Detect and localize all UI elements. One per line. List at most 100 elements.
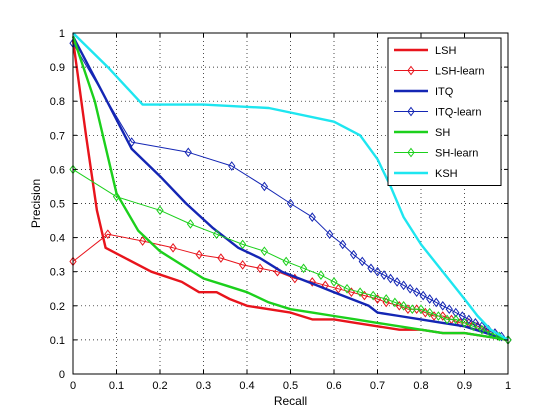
series-lines <box>69 32 512 345</box>
y-axis-label: Precision <box>29 179 43 228</box>
data-point-marker <box>356 287 364 297</box>
data-point-marker <box>408 304 416 315</box>
data-point-marker <box>426 307 434 318</box>
data-point-marker <box>469 321 477 332</box>
data-point-marker <box>299 263 308 274</box>
data-point-marker <box>138 236 147 246</box>
legend-label: SH <box>435 127 450 139</box>
data-point-marker <box>104 229 112 240</box>
x-tick-label: 0.3 <box>196 380 211 392</box>
data-point-marker <box>217 253 225 263</box>
x-tick-label: 0.9 <box>457 380 472 392</box>
legend-item: ITQ <box>394 86 454 98</box>
legend: LSH LSH-learn ITQ ITQ-learn SH SH-learn KSH <box>387 37 502 186</box>
x-tick-label: 1 <box>505 380 511 392</box>
data-point-marker <box>260 246 269 257</box>
series-line <box>71 36 509 342</box>
x-tick-label: 0.1 <box>109 380 124 392</box>
data-point-marker <box>391 297 399 308</box>
x-tick-label: 0.8 <box>413 380 428 392</box>
y-tick-label: 0.3 <box>50 267 65 279</box>
x-tick-label: 0.5 <box>283 380 298 392</box>
data-point-marker <box>308 277 316 287</box>
x-axis-label: Recall <box>274 394 307 408</box>
data-point-marker <box>169 242 177 253</box>
data-point-marker <box>426 294 434 304</box>
axis-ticks: 0 0.1 0.2 0.3 0.4 0.5 0.6 0.7 0.8 0.9 1 0 0.1 0.2 0.3 0… <box>50 28 511 392</box>
data-point-marker <box>212 229 221 240</box>
data-point-marker <box>393 277 401 287</box>
legend-item: SH <box>394 127 450 139</box>
y-tick-label: 0.7 <box>50 130 65 142</box>
data-point-marker <box>458 311 466 321</box>
data-point-marker <box>399 280 408 291</box>
legend-label: ITQ <box>435 86 454 98</box>
data-point-marker <box>380 270 388 280</box>
data-point-marker <box>128 137 136 147</box>
x-tick-label: 0.2 <box>152 380 167 392</box>
x-tick-label: 0.4 <box>239 380 254 392</box>
legend-label: LSH <box>435 45 456 57</box>
data-point-marker <box>358 256 366 267</box>
data-point-marker <box>260 181 269 192</box>
data-point-marker <box>478 324 486 335</box>
legend-label: KSH <box>435 168 458 180</box>
data-point-marker <box>184 147 192 158</box>
legend-item: ITQ-learn <box>394 107 481 119</box>
legend-marker <box>407 147 415 158</box>
series-itq <box>71 35 509 342</box>
data-point-marker <box>417 304 425 315</box>
data-point-marker <box>439 300 447 311</box>
y-tick-label: 0.5 <box>50 199 65 211</box>
x-tick-label: 0 <box>70 380 76 392</box>
series-line <box>72 168 509 341</box>
data-point-marker <box>465 314 473 325</box>
legend-item: LSH <box>394 45 456 57</box>
x-tick-label: 0.7 <box>370 380 385 392</box>
series-sh <box>71 36 509 342</box>
data-point-marker <box>413 287 421 297</box>
y-tick-label: 0.9 <box>50 62 65 74</box>
legend-item: LSH-learn <box>394 66 485 78</box>
data-point-marker <box>308 212 316 222</box>
data-point-marker <box>382 294 390 304</box>
y-tick-label: 0.2 <box>50 301 65 313</box>
legend-marker <box>407 106 415 117</box>
data-point-marker <box>349 249 358 260</box>
data-point-marker <box>478 321 486 332</box>
data-point-marker <box>445 304 453 315</box>
data-point-marker <box>460 318 469 328</box>
data-point-marker <box>256 263 264 274</box>
legend-label: LSH-learn <box>435 66 485 78</box>
x-tick-label: 0.6 <box>326 380 341 392</box>
data-point-marker <box>452 314 460 325</box>
legend-label: ITQ-learn <box>435 107 481 119</box>
data-point-marker <box>343 283 351 294</box>
legend-label: SH-learn <box>435 148 478 160</box>
data-point-marker <box>282 256 290 267</box>
data-point-marker <box>399 300 408 311</box>
data-point-marker <box>367 263 375 274</box>
data-point-marker <box>434 311 443 321</box>
data-point-marker <box>406 283 414 294</box>
legend-marker <box>407 65 415 76</box>
data-point-marker <box>373 266 382 277</box>
data-point-marker <box>228 161 236 171</box>
data-point-marker <box>156 205 164 216</box>
data-point-marker <box>443 314 451 325</box>
legend-item: SH-learn <box>394 148 478 160</box>
data-point-marker <box>239 260 247 270</box>
data-point-marker <box>419 290 427 301</box>
legend-item: KSH <box>394 168 458 180</box>
series-line <box>72 32 509 341</box>
data-point-marker <box>239 239 247 250</box>
data-point-marker <box>330 277 338 287</box>
y-tick-label: 0.1 <box>50 335 65 347</box>
data-point-marker <box>386 273 395 284</box>
y-tick-label: 0 <box>59 369 65 381</box>
series-ksh <box>72 32 509 341</box>
series-line <box>71 35 509 342</box>
y-tick-label: 0.6 <box>50 164 65 176</box>
data-point-marker <box>452 307 460 318</box>
